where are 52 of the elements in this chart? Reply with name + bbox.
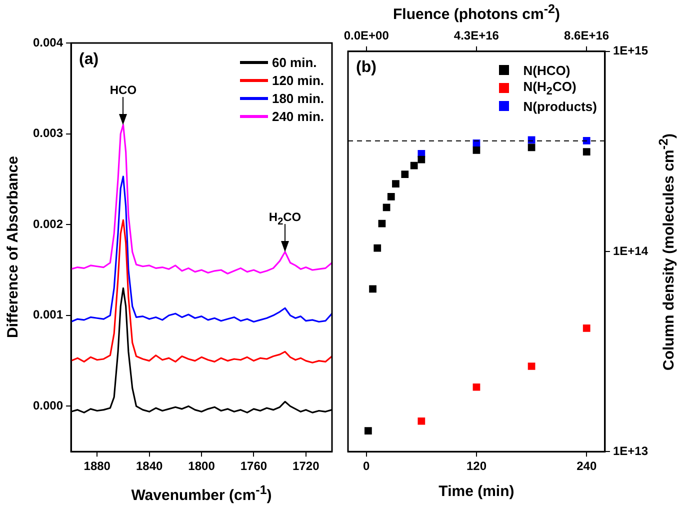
y-tick-label: 0.002 (33, 216, 64, 231)
annotation: (a) (79, 51, 99, 69)
x-tick-label: 1880 (84, 459, 111, 474)
point (418, 156, 426, 164)
x2-tick-label: 4.3E+16 (454, 28, 500, 43)
annotation: HCO (110, 82, 137, 97)
y2-tick-label: 1E+14 (612, 244, 648, 258)
x-axis-title: Wavenumber (cm$^{-1}$) (131, 483, 272, 504)
annotation: (b) (356, 59, 376, 78)
legend-label: 180 min. (272, 90, 324, 106)
legend-label: N(HCO) (523, 62, 570, 78)
x-axis-title: Time (min) (438, 483, 514, 500)
legend-label: 60 min. (272, 54, 317, 70)
x-tick-label: 240 (576, 459, 597, 474)
y-tick-label: 0.000 (33, 398, 64, 413)
annotation: H$_{2}$CO (268, 210, 302, 228)
y-tick-label: 0.004 (33, 35, 64, 50)
legend-label: 240 min. (272, 108, 324, 124)
point (410, 162, 418, 170)
point (472, 383, 480, 391)
legend-label: N(products) (523, 98, 597, 114)
point (382, 204, 390, 212)
x-tick-label: 1760 (240, 459, 268, 474)
y2-tick-label: 1E+13 (612, 444, 648, 458)
y2-tick-label: 1E+15 (612, 44, 648, 58)
point (528, 362, 536, 370)
x2-axis-title: Fluence (photons cm$^{-2}$) (392, 2, 560, 23)
point (374, 244, 382, 252)
point (418, 417, 426, 425)
point (392, 180, 400, 188)
point (582, 324, 590, 332)
x2-tick-label: 0.0E+00 (344, 28, 390, 43)
point (528, 144, 536, 152)
point (387, 192, 395, 200)
x2-tick-label: 8.6E+16 (564, 28, 610, 43)
x-tick-label: 120 (466, 459, 487, 474)
point (472, 146, 480, 154)
legend-label: 120 min. (272, 72, 324, 88)
point (369, 285, 376, 293)
y-tick-label: 0.001 (33, 308, 64, 322)
x-tick-label: 1840 (136, 459, 163, 474)
point (401, 170, 409, 178)
y-axis-title: Difference of Absorbance (4, 156, 22, 338)
x-tick-label: 0 (363, 459, 370, 474)
legend-label: N(H$_{2}$CO) (523, 79, 576, 98)
point (582, 136, 590, 144)
point (364, 427, 372, 435)
point (378, 220, 386, 228)
x-tick-label: 1720 (292, 459, 320, 474)
point (582, 148, 590, 156)
y-tick-label: 0.003 (33, 126, 64, 140)
x-tick-label: 1800 (188, 459, 216, 474)
